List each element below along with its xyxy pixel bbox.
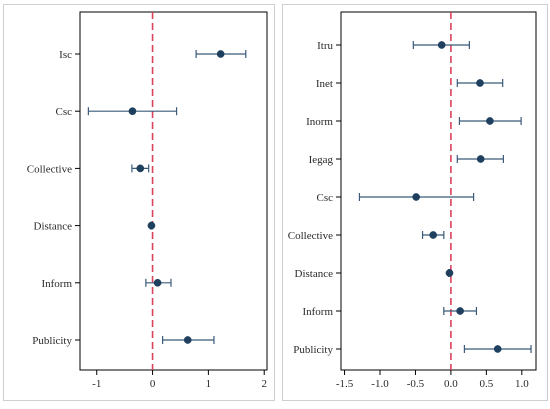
right-x-tick-label: 1.0 — [515, 378, 529, 390]
right-category-label: Inorm — [306, 116, 333, 128]
right-category-label: Collective — [288, 230, 333, 242]
left-point-estimate-marker — [136, 164, 145, 173]
left-x-tick-label: 2 — [261, 378, 267, 390]
right-point-estimate-marker — [429, 231, 438, 239]
left-category-label: Publicity — [32, 335, 72, 347]
right-x-tick-label: 0.5 — [479, 378, 493, 390]
right-coefficient-panel: -1.5 -1.0 -0.5 0.0 0.5 1.0 Itru Inet Inorm Iegag C… — [288, 11, 537, 390]
left-point-estimate-marker — [183, 336, 192, 344]
right-x-tick-label: -1.0 — [371, 378, 389, 390]
right-panel-border — [282, 4, 548, 401]
left-panel-border — [3, 4, 275, 401]
left-point-estimate-marker — [216, 50, 225, 58]
right-plot-frame — [340, 11, 537, 371]
right-point-estimate-marker — [437, 41, 446, 49]
right-x-tick-label: -0.5 — [407, 378, 425, 390]
left-point-estimate-marker — [147, 221, 156, 230]
right-category-label: Itru — [317, 40, 333, 52]
right-category-label: Csc — [317, 192, 334, 204]
left-x-tick-label: 1 — [206, 378, 212, 390]
left-plot-frame — [79, 11, 268, 371]
left-coefficient-panel: -1 0 1 2 Isc Csc Collective Distance Inform Publi… — [27, 11, 268, 390]
right-x-tick-label: -1.5 — [336, 378, 354, 390]
right-category-label: Distance — [295, 268, 334, 280]
right-point-estimate-marker — [493, 345, 502, 353]
right-point-estimate-marker — [412, 193, 421, 201]
right-point-estimate-marker — [445, 269, 454, 277]
left-x-tick-label: -1 — [92, 378, 101, 390]
left-point-estimate-marker — [128, 107, 137, 116]
right-category-label: Inet — [316, 78, 333, 90]
left-category-label: Inform — [41, 278, 72, 290]
right-category-label: Inform — [302, 306, 333, 318]
right-category-label: Iegag — [309, 154, 334, 166]
right-point-estimate-marker — [456, 307, 464, 315]
left-category-label: Isc — [59, 49, 72, 61]
left-category-label: Distance — [34, 221, 73, 233]
left-category-label: Csc — [56, 106, 73, 118]
left-x-tick-label: 0 — [150, 378, 156, 390]
right-point-estimate-marker — [486, 117, 494, 125]
left-point-estimate-marker — [153, 278, 162, 287]
right-point-estimate-marker — [476, 155, 485, 163]
right-category-label: Publicity — [293, 344, 333, 356]
right-point-estimate-marker — [476, 79, 484, 87]
left-category-label: Collective — [27, 163, 72, 175]
right-x-tick-label: 0.0 — [444, 378, 458, 390]
